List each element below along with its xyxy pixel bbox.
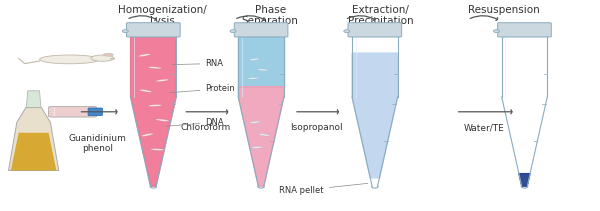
Ellipse shape [148, 104, 162, 107]
FancyBboxPatch shape [234, 23, 288, 37]
Text: Homogenization/
Lysis: Homogenization/ Lysis [118, 5, 206, 27]
Ellipse shape [138, 54, 151, 57]
Polygon shape [238, 36, 284, 87]
FancyBboxPatch shape [49, 107, 97, 117]
Ellipse shape [40, 55, 100, 64]
Text: Isopropanol: Isopropanol [290, 123, 343, 132]
Ellipse shape [91, 55, 114, 61]
Ellipse shape [122, 30, 128, 32]
Polygon shape [519, 174, 530, 186]
Ellipse shape [230, 30, 236, 32]
Polygon shape [8, 108, 59, 170]
Ellipse shape [250, 121, 261, 123]
Text: Extraction/
Precipitation: Extraction/ Precipitation [348, 5, 413, 27]
FancyBboxPatch shape [127, 23, 180, 37]
Ellipse shape [247, 77, 259, 79]
Polygon shape [131, 36, 176, 186]
Text: DNA: DNA [166, 118, 224, 127]
Ellipse shape [493, 30, 499, 32]
Ellipse shape [344, 30, 350, 32]
Ellipse shape [151, 149, 164, 150]
Text: RNA pellet: RNA pellet [280, 183, 368, 195]
Ellipse shape [139, 89, 152, 92]
Ellipse shape [141, 133, 154, 137]
Text: Phase
Separation: Phase Separation [242, 5, 299, 27]
Polygon shape [238, 87, 284, 186]
Ellipse shape [104, 53, 113, 56]
Text: Protein: Protein [170, 84, 235, 93]
Polygon shape [11, 133, 56, 170]
Ellipse shape [251, 146, 263, 148]
Text: Chloroform: Chloroform [180, 123, 230, 132]
FancyBboxPatch shape [88, 108, 103, 116]
Text: Guanidinium
phenol: Guanidinium phenol [69, 134, 127, 153]
Ellipse shape [155, 119, 169, 121]
FancyBboxPatch shape [497, 23, 551, 37]
Ellipse shape [148, 67, 162, 69]
Ellipse shape [257, 69, 269, 71]
Ellipse shape [249, 58, 260, 61]
Ellipse shape [110, 58, 115, 59]
FancyBboxPatch shape [348, 23, 401, 37]
Ellipse shape [259, 134, 269, 136]
Polygon shape [26, 91, 41, 108]
Text: RNA: RNA [172, 59, 223, 68]
Text: Resuspension: Resuspension [467, 5, 539, 15]
Text: Water/TE: Water/TE [464, 123, 505, 132]
Polygon shape [352, 53, 398, 178]
Ellipse shape [155, 79, 169, 82]
